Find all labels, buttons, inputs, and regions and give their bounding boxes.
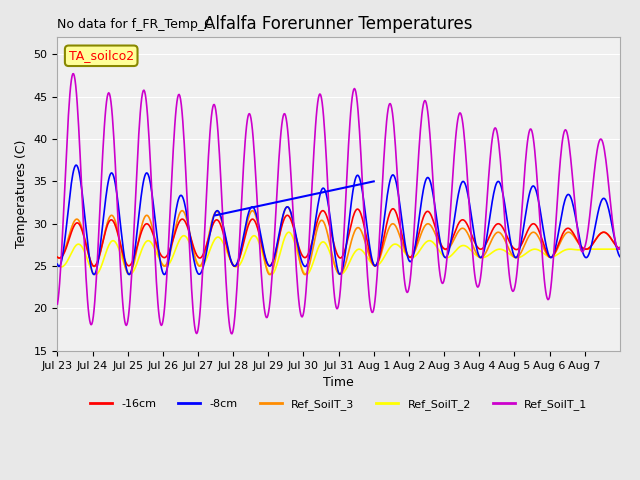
Text: TA_soilco2: TA_soilco2	[68, 49, 134, 62]
Text: No data for f_FR_Temp_C: No data for f_FR_Temp_C	[58, 18, 213, 31]
Legend: -16cm, -8cm, Ref_SoilT_3, Ref_SoilT_2, Ref_SoilT_1: -16cm, -8cm, Ref_SoilT_3, Ref_SoilT_2, R…	[86, 395, 592, 414]
Title: Alfalfa Forerunner Temperatures: Alfalfa Forerunner Temperatures	[204, 15, 473, 33]
X-axis label: Time: Time	[323, 376, 354, 389]
Y-axis label: Temperatures (C): Temperatures (C)	[15, 140, 28, 248]
